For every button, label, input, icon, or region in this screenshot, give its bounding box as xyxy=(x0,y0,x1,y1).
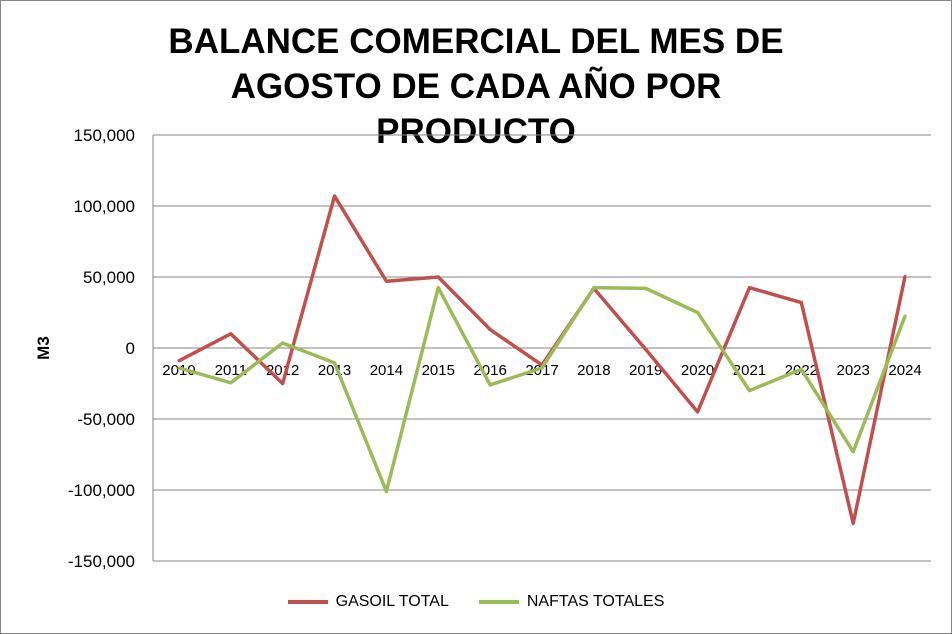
data-point xyxy=(177,366,181,370)
data-point xyxy=(696,410,700,414)
data-point xyxy=(592,286,596,290)
data-point xyxy=(229,381,233,385)
y-tick-label: 50,000 xyxy=(83,268,135,287)
data-point xyxy=(644,286,648,290)
x-tick-label: 2010 xyxy=(162,362,195,379)
data-point xyxy=(488,383,492,387)
x-tick-label: 2018 xyxy=(577,362,610,379)
x-tick-label: 2014 xyxy=(370,362,403,379)
legend: GASOIL TOTAL NAFTAS TOTALES xyxy=(1,593,951,611)
data-point xyxy=(644,347,648,351)
data-point xyxy=(177,359,181,363)
x-tick-label: 2019 xyxy=(629,362,662,379)
data-point xyxy=(851,450,855,454)
x-tick-label: 2024 xyxy=(888,362,921,379)
y-tick-label: -150,000 xyxy=(68,552,135,571)
data-point xyxy=(747,286,751,290)
series-line-naftas xyxy=(178,285,907,494)
data-point xyxy=(903,314,907,318)
data-point xyxy=(436,275,440,279)
y-tick-label: -100,000 xyxy=(68,481,135,500)
y-tick-label: 150,000 xyxy=(74,126,135,145)
data-point xyxy=(696,311,700,314)
x-tick-label: 2015 xyxy=(422,362,455,379)
y-tick-label: 100,000 xyxy=(74,197,135,216)
chart-title: BALANCE COMERCIAL DEL MES DE AGOSTO DE C… xyxy=(168,22,784,151)
legend-swatch xyxy=(287,600,328,604)
y-tick-label: -50,000 xyxy=(77,410,135,429)
data-point xyxy=(384,489,388,493)
legend-label: NAFTAS TOTALES xyxy=(526,593,665,610)
data-point xyxy=(540,366,544,370)
legend-label: GASOIL TOTAL xyxy=(335,593,449,610)
x-tick-label: 2020 xyxy=(681,362,714,379)
legend-item-naftas: NAFTAS TOTALES xyxy=(478,593,665,611)
x-tick-label: 2011 xyxy=(215,362,247,379)
data-point xyxy=(333,194,337,198)
data-point xyxy=(281,341,285,345)
data-point xyxy=(333,361,337,365)
x-tick-label: 2017 xyxy=(525,362,558,379)
data-point xyxy=(229,332,233,336)
data-point xyxy=(903,274,907,278)
x-tick-label: 2013 xyxy=(318,362,351,379)
series-line-gasoil xyxy=(178,194,907,526)
x-tick-label: 2021 xyxy=(733,362,766,379)
y-tick-label: 0 xyxy=(126,339,135,358)
data-point xyxy=(747,389,751,393)
data-point xyxy=(436,286,440,290)
x-tick-label: 2023 xyxy=(837,362,870,379)
data-point xyxy=(384,279,388,283)
legend-item-gasoil: GASOIL TOTAL xyxy=(287,593,449,611)
legend-swatch xyxy=(478,600,519,604)
data-point xyxy=(799,367,803,371)
data-point xyxy=(281,382,285,385)
data-point xyxy=(851,521,855,525)
y-axis-label: M3 xyxy=(34,336,53,360)
data-point xyxy=(799,301,803,305)
data-point xyxy=(488,328,492,332)
